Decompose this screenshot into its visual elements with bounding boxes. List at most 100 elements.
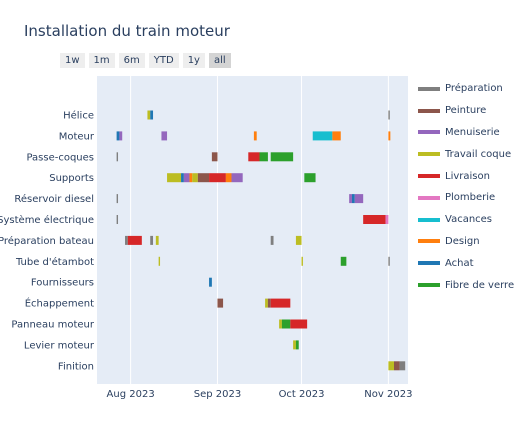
y-category-label: Levier moteur: [24, 340, 95, 351]
legend-label: Peinture: [445, 105, 487, 117]
legend-label: Plomberie: [445, 192, 496, 204]
task-bar[interactable]: [281, 319, 291, 329]
legend-item[interactable]: Plomberie: [418, 187, 514, 209]
task-bar[interactable]: [270, 235, 274, 245]
legend-label: Menuiserie: [445, 126, 500, 138]
task-bar[interactable]: [248, 152, 260, 162]
legend-item[interactable]: Préparation: [418, 78, 514, 100]
task-bar[interactable]: [363, 215, 386, 224]
task-bar[interactable]: [217, 298, 224, 308]
task-bar[interactable]: [183, 173, 190, 183]
range-button-1w[interactable]: 1w: [60, 53, 85, 68]
task-bar[interactable]: [116, 131, 120, 141]
legend-label: Travail coque: [445, 148, 512, 160]
task-bar[interactable]: [197, 173, 210, 183]
legend-swatch: [418, 108, 440, 113]
legend-label: Préparation: [445, 83, 503, 95]
y-category-label: Fournisseurs: [31, 278, 94, 289]
task-bar[interactable]: [354, 194, 364, 204]
legend-item[interactable]: Livraison: [418, 165, 514, 187]
task-bar[interactable]: [265, 298, 268, 308]
range-button-ytd[interactable]: YTD: [148, 53, 179, 68]
range-button-all[interactable]: all: [208, 53, 231, 68]
legend-item[interactable]: Vacances: [418, 209, 514, 231]
legend-item[interactable]: Menuiserie: [418, 122, 514, 144]
task-bar[interactable]: [267, 298, 271, 308]
y-category-label: Échappement: [25, 297, 94, 310]
y-category-label: Panneau moteur: [11, 320, 94, 331]
task-bar[interactable]: [167, 173, 182, 183]
legend-swatch: [418, 217, 440, 222]
legend-item[interactable]: Achat: [418, 252, 514, 274]
task-bar[interactable]: [385, 215, 389, 224]
legend-swatch: [418, 130, 440, 135]
task-bar[interactable]: [388, 110, 390, 120]
task-bar[interactable]: [127, 235, 142, 245]
legend-swatch: [418, 86, 440, 91]
chart-title: Installation du train moteur: [24, 22, 230, 40]
legend-item[interactable]: Peinture: [418, 100, 514, 122]
y-category-label: Préparation bateau: [0, 235, 94, 247]
task-bar[interactable]: [279, 319, 282, 329]
legend-swatch: [418, 283, 440, 288]
legend-label: Livraison: [445, 170, 490, 182]
task-bar[interactable]: [270, 152, 294, 162]
range-button-6m[interactable]: 6m: [118, 53, 145, 68]
y-category-label: Tube d'étambot: [15, 256, 94, 268]
task-bar[interactable]: [147, 110, 151, 120]
y-category-label: Moteur: [59, 131, 95, 142]
y-category-label: Passe-coques: [26, 152, 94, 163]
task-bar[interactable]: [116, 152, 119, 162]
task-bar[interactable]: [295, 235, 302, 245]
range-button-1y[interactable]: 1y: [182, 53, 205, 68]
task-bar[interactable]: [270, 298, 291, 308]
task-bar[interactable]: [259, 152, 268, 162]
task-bar[interactable]: [399, 361, 406, 371]
task-bar[interactable]: [293, 340, 296, 350]
task-bar[interactable]: [332, 131, 341, 141]
legend-swatch: [418, 261, 440, 266]
task-bar[interactable]: [349, 194, 352, 204]
task-bar[interactable]: [192, 173, 198, 183]
task-bar[interactable]: [209, 277, 212, 287]
task-bar[interactable]: [290, 319, 308, 329]
task-bar[interactable]: [312, 131, 333, 141]
y-category-label: Système électrique: [0, 214, 94, 226]
task-bar[interactable]: [295, 340, 299, 350]
task-bar[interactable]: [301, 256, 303, 266]
x-tick-label: Aug 2023: [107, 389, 155, 400]
task-bar[interactable]: [388, 131, 391, 141]
legend-label: Design: [445, 235, 480, 247]
task-bar[interactable]: [150, 110, 154, 120]
task-bar[interactable]: [161, 131, 168, 141]
legend-label: Achat: [445, 257, 474, 269]
task-bar[interactable]: [158, 256, 161, 266]
legend-swatch: [418, 152, 440, 157]
task-bar[interactable]: [211, 152, 218, 162]
legend-item[interactable]: Travail coque: [418, 143, 514, 165]
task-bar[interactable]: [125, 235, 128, 245]
task-bar[interactable]: [351, 194, 355, 204]
task-bar[interactable]: [189, 173, 193, 183]
task-bar[interactable]: [116, 194, 119, 204]
range-button-1m[interactable]: 1m: [88, 53, 115, 68]
task-bar[interactable]: [225, 173, 232, 183]
legend-item[interactable]: Fibre de verre: [418, 274, 514, 296]
task-bar[interactable]: [119, 131, 123, 141]
legend-label: Vacances: [445, 214, 493, 226]
task-bar[interactable]: [155, 235, 159, 245]
y-category-label: Hélice: [63, 110, 94, 122]
legend-item[interactable]: Design: [418, 231, 514, 253]
task-bar[interactable]: [393, 361, 400, 371]
task-bar[interactable]: [388, 361, 394, 371]
task-bar[interactable]: [388, 256, 390, 266]
task-bar[interactable]: [116, 215, 119, 224]
task-bar[interactable]: [209, 173, 226, 183]
task-bar[interactable]: [340, 256, 347, 266]
task-bar[interactable]: [231, 173, 243, 183]
task-bar[interactable]: [181, 173, 184, 183]
task-bar[interactable]: [253, 131, 257, 141]
task-bar[interactable]: [304, 173, 316, 183]
task-bar[interactable]: [150, 235, 154, 245]
